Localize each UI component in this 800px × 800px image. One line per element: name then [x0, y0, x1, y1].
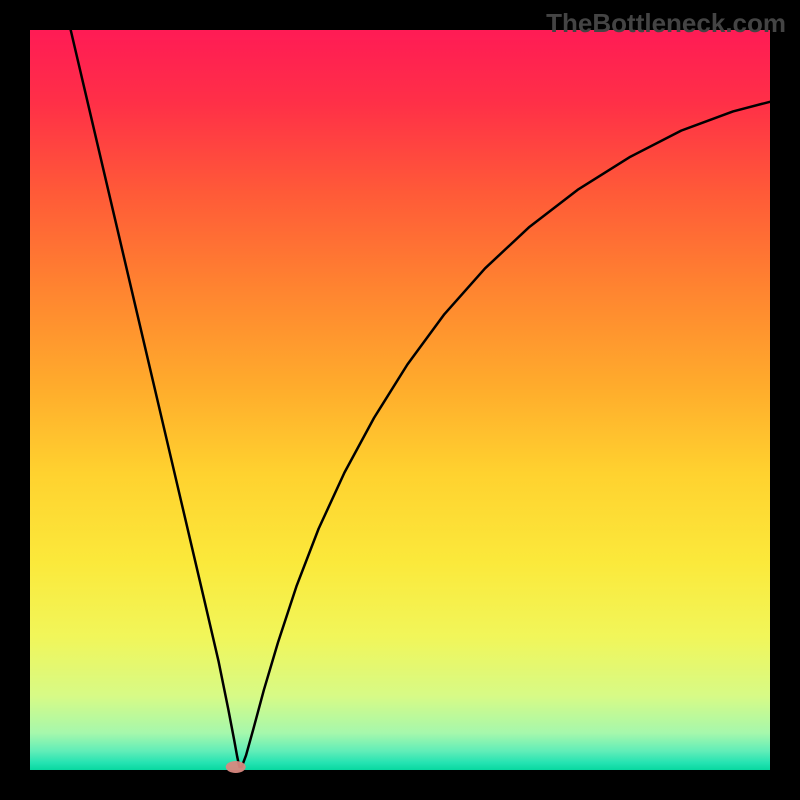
watermark-text: TheBottleneck.com	[546, 8, 786, 39]
bottleneck-chart	[0, 0, 800, 800]
minimum-marker	[226, 761, 246, 773]
